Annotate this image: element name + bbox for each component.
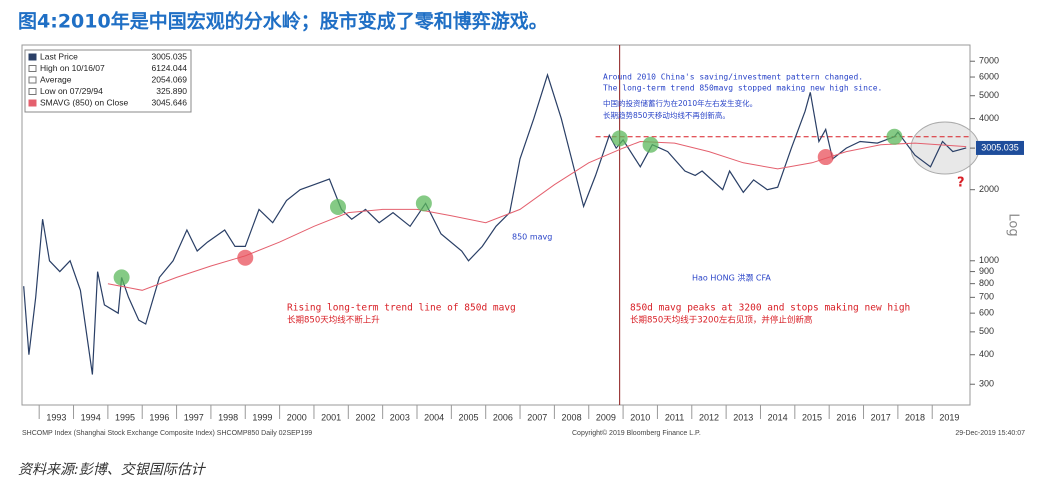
legend-value: 325.890 [156, 86, 187, 96]
y-tick-label: 800 [979, 278, 994, 288]
footer: SHCOMP Index (Shanghai Stock Exchange Co… [22, 430, 312, 437]
marker [330, 198, 346, 215]
x-tick-label: 2011 [665, 412, 684, 422]
y-tick-label: 900 [979, 266, 994, 276]
x-tick-label: 2000 [287, 412, 307, 422]
y-tick-label: 6000 [979, 71, 999, 81]
x-tick-label: 2010 [630, 412, 650, 422]
x-tick-label: 2008 [562, 412, 582, 422]
y-tick-label: 5000 [979, 90, 999, 100]
footer: 29-Dec-2019 15:40:07 [955, 430, 1025, 437]
x-tick-label: 2005 [459, 412, 479, 422]
marker [611, 130, 628, 147]
series-line [23, 72, 967, 375]
annotation: 长期850天均线于3200左右见顶，并停止创新高 [630, 315, 812, 326]
y-tick-label: 4000 [979, 113, 999, 123]
annotation: Hao HONG 洪灏 CFA [692, 273, 771, 283]
x-tick-label: 1995 [115, 412, 135, 422]
x-tick-label: 1994 [81, 412, 101, 422]
legend-swatch [28, 53, 37, 61]
y-tick-label: 300 [979, 379, 994, 389]
source: 资料来源:彭博、交银国际估计 [18, 462, 207, 478]
annotation: 长期850天均线不断上升 [287, 315, 380, 326]
y-tick-label: 400 [979, 349, 994, 359]
x-tick-label: 1997 [184, 412, 204, 422]
legend-swatch [28, 99, 37, 107]
footer: Copyright© 2019 Bloomberg Finance L.P. [572, 429, 701, 437]
legend-value: 3045.646 [152, 97, 188, 107]
legend-swatch [28, 76, 37, 84]
annotation: 850 mavg [512, 233, 552, 242]
annotation: ? [957, 176, 965, 191]
legend-swatch [28, 65, 37, 72]
marker [415, 195, 432, 212]
x-tick-label: 2002 [355, 412, 375, 422]
highlight-ellipse [910, 121, 980, 175]
y-tick-label: 600 [979, 308, 994, 318]
x-tick-label: 1996 [149, 412, 169, 422]
x-tick-label: 2007 [527, 412, 547, 422]
x-tick-label: 2014 [768, 412, 788, 422]
x-tick-label: 2006 [493, 412, 513, 422]
x-tick-label: 2003 [390, 412, 410, 422]
legend-value: 3005.035 [152, 51, 188, 61]
annotation: Around 2010 China's saving/investment pa… [603, 73, 863, 82]
annotation: 长期趋势850天移动均线不再创新高。 [603, 110, 730, 120]
x-tick-label: 1999 [252, 412, 272, 422]
marker [113, 269, 130, 286]
page-title: 图4:2010年是中国宏观的分水岭；股市变成了零和博弈游戏。 [18, 10, 548, 33]
legend-value: 2054.069 [152, 74, 188, 84]
legend-label: Average [40, 74, 72, 84]
annotation: Rising long-term trend line of 850d mavg [287, 303, 516, 314]
legend: Last Price 3005.035 High on 10/16/07 6124.0… [28, 51, 188, 107]
last-price-label: 3005.035 [981, 142, 1019, 152]
marker [642, 136, 659, 153]
x-tick-label: 2004 [424, 412, 444, 422]
legend-label: Low on 07/29/94 [40, 86, 103, 96]
x-tick-label: 2001 [321, 412, 341, 422]
x-tick-label: 2019 [939, 412, 959, 422]
legend-swatch [28, 88, 37, 95]
legend-label: High on 10/16/07 [40, 63, 105, 73]
legend-label: Last Price [40, 51, 78, 61]
marker [886, 128, 903, 145]
x-tick-label: 2012 [699, 412, 719, 422]
y-tick-label: 7000 [979, 56, 999, 66]
marker [817, 149, 834, 166]
x-tick-label: 2016 [836, 412, 856, 422]
x-tick-label: 2018 [905, 412, 925, 422]
y-tick-label: 2000 [979, 184, 999, 194]
annotation: 中国的投资储蓄行为在2010年左右发生变化。 [603, 98, 757, 108]
x-tick-label: 1998 [218, 412, 238, 422]
last-price-box [976, 140, 1024, 155]
annotation: The long-term trend 850mavg stopped maki… [603, 84, 882, 93]
legend-label: SMAVG (850) on Close [40, 97, 128, 107]
y-tick-label: 700 [979, 292, 994, 302]
y-axis-label: Log [1006, 213, 1021, 236]
annotation: 850d mavg peaks at 3200 and stops making… [630, 303, 910, 314]
y-tick-label: 500 [979, 326, 994, 336]
x-tick-label: 2015 [802, 412, 822, 422]
legend-box [24, 49, 192, 113]
y-tick-label: 1000 [979, 255, 999, 265]
x-tick-label: 2013 [733, 412, 753, 422]
plot: 3004005006007008009001000200030004000500… [23, 45, 1024, 422]
x-tick-label: 2009 [596, 412, 616, 422]
marker [237, 249, 254, 266]
x-tick-label: 2017 [871, 412, 891, 422]
x-tick-label: 1993 [46, 412, 66, 422]
legend-value: 6124.044 [152, 63, 188, 73]
